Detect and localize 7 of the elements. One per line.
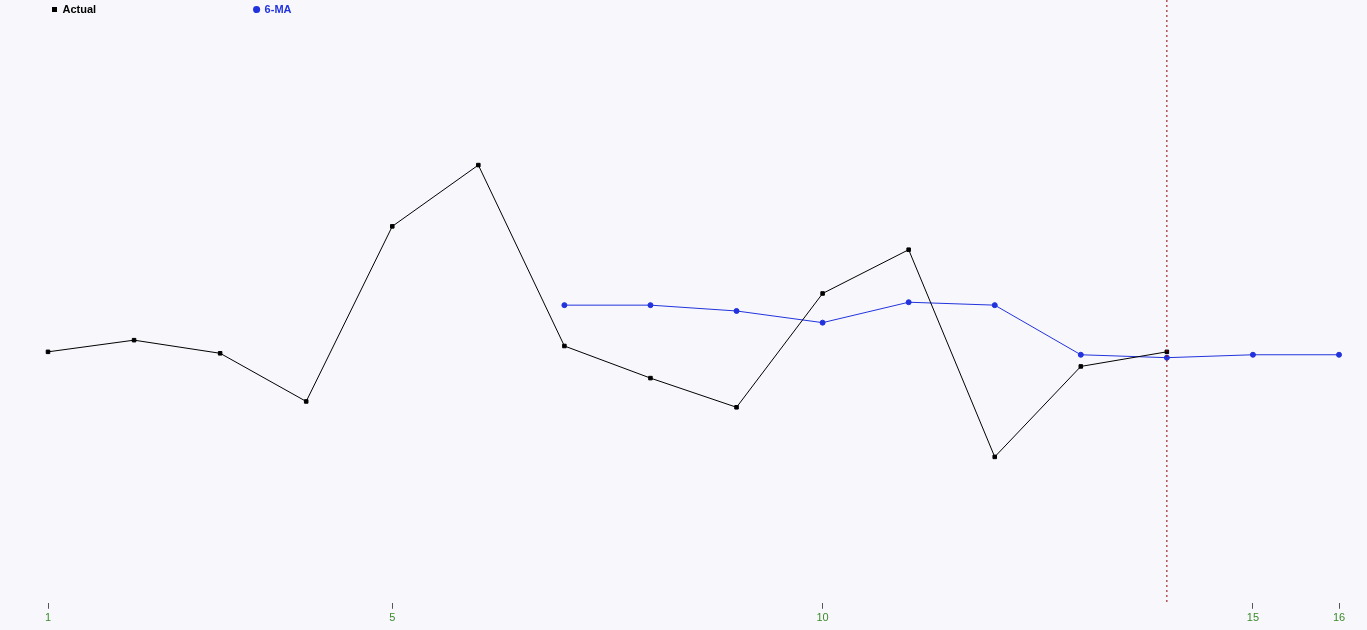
x-tick-label: 1: [44, 611, 52, 624]
legend-label: Actual: [62, 2, 251, 15]
x-tick-label: 15: [1246, 611, 1260, 624]
x-tick-label: 5: [389, 611, 396, 624]
x-tick-label: 10: [816, 611, 829, 624]
legend-label: 6-MA: [264, 2, 446, 15]
x-tick-label: 16: [1332, 611, 1346, 624]
